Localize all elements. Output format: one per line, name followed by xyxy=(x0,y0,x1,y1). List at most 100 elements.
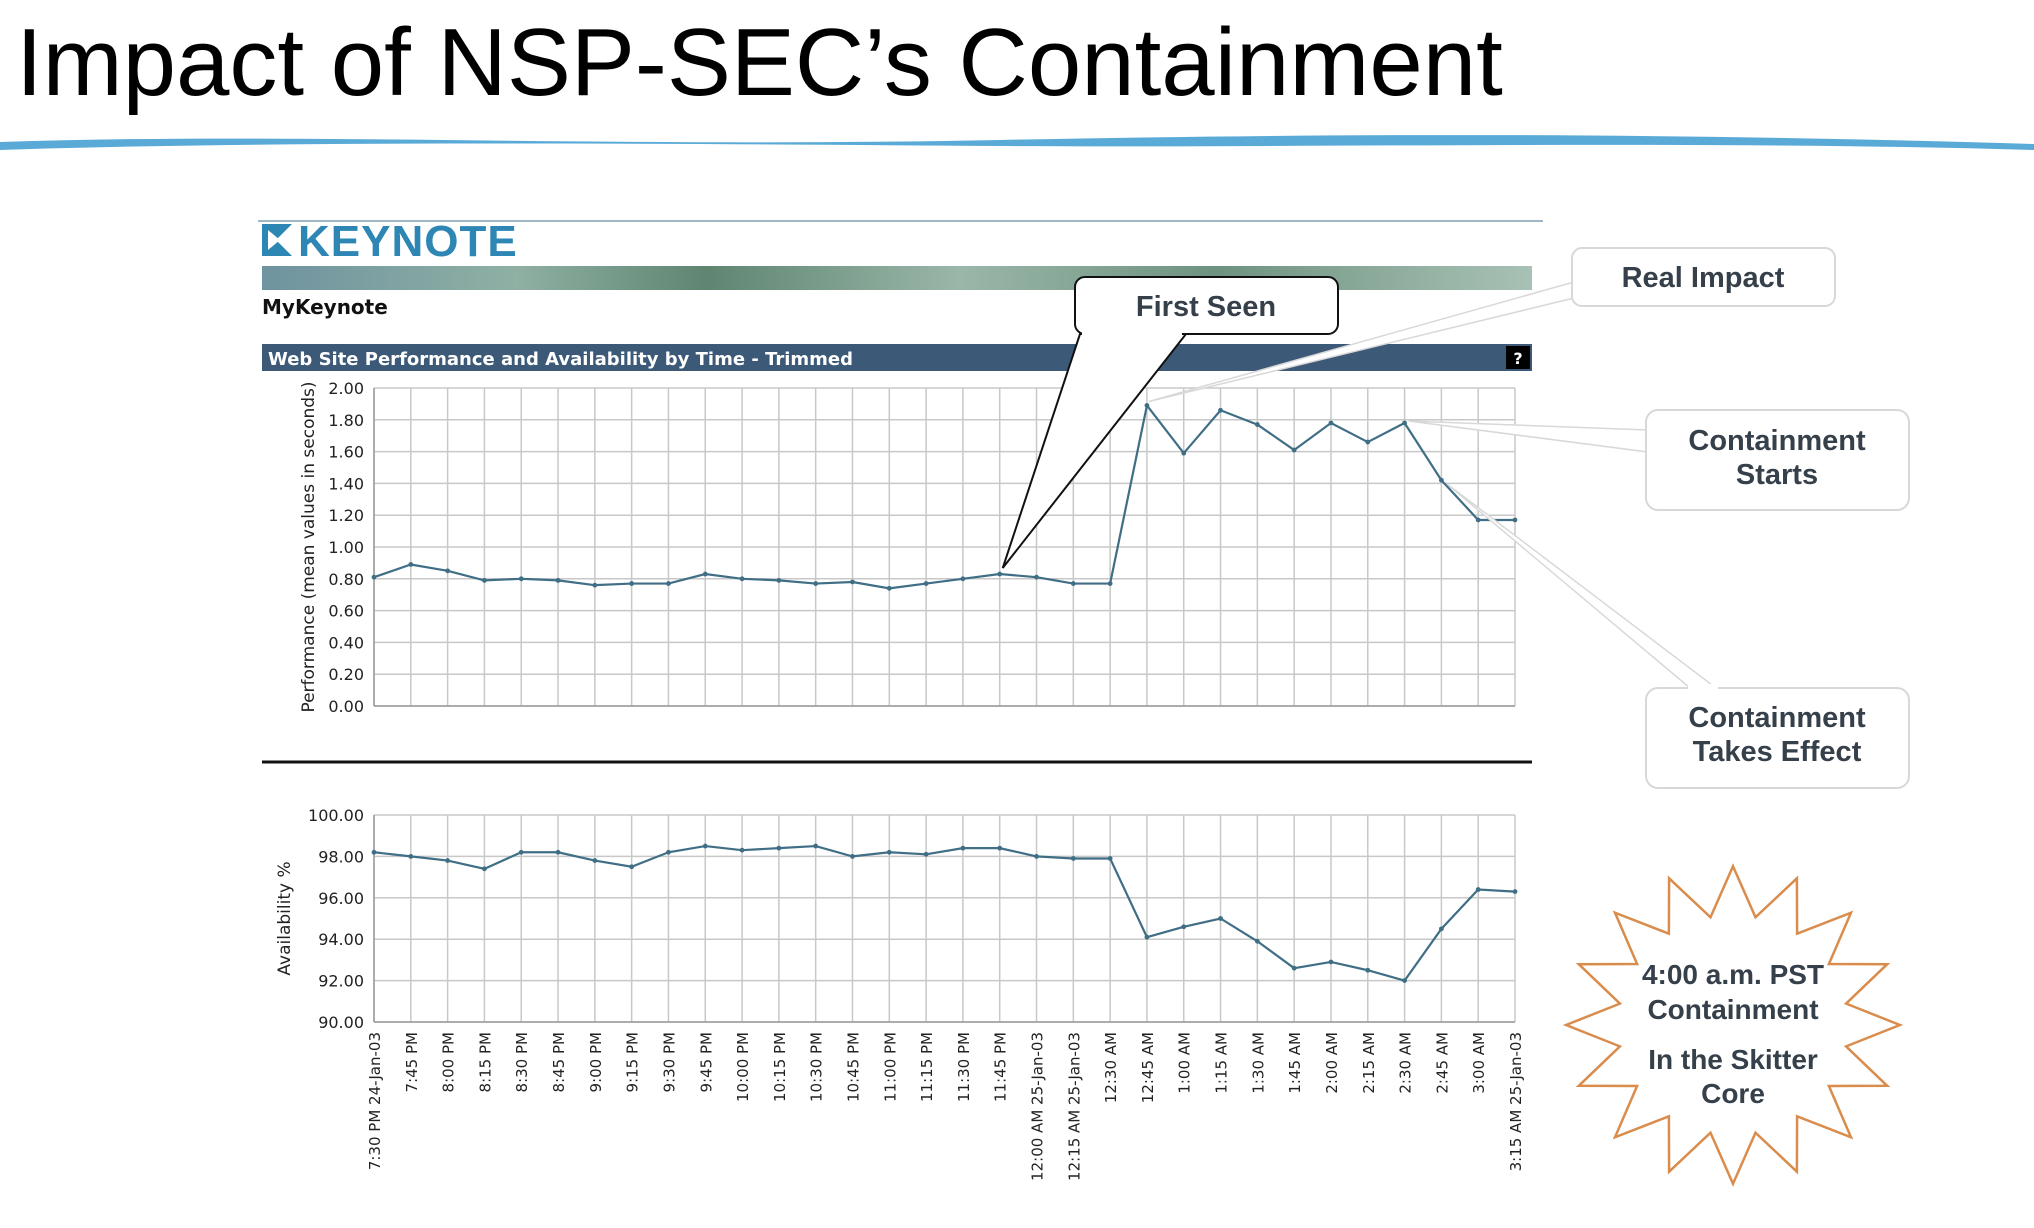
data-point xyxy=(923,581,929,586)
x-tick-label: 2:45 AM xyxy=(1433,1032,1451,1094)
first-seen-box xyxy=(1074,276,1339,335)
x-tick-label: 8:00 PM xyxy=(440,1032,458,1092)
data-point xyxy=(1254,422,1260,427)
y-tick-label: 94.00 xyxy=(318,930,364,949)
performance-chart: 2.00 1.80 1.60 1.40 1.20 1.00 0.80 0.60 0.40 0.20… xyxy=(299,379,1518,716)
title-underline-wave xyxy=(0,135,2034,150)
data-point xyxy=(1438,926,1444,932)
x-tick-label: 7:45 PM xyxy=(403,1032,421,1092)
real-impact-label: Real Impact xyxy=(1622,262,1785,294)
containment-effect-seam xyxy=(1688,684,1718,692)
data-point xyxy=(1070,581,1076,586)
data-point xyxy=(1144,403,1150,408)
data-point xyxy=(1512,517,1518,523)
keynote-logo-text: KEYNOTE xyxy=(298,217,518,266)
data-point xyxy=(1034,574,1039,580)
data-point xyxy=(960,576,966,582)
containment-effect-box xyxy=(1645,687,1910,789)
data-point xyxy=(923,851,929,857)
data-point xyxy=(371,574,377,580)
data-point xyxy=(592,858,598,863)
starburst-shape xyxy=(1562,863,1904,1187)
x-tick-label: 11:00 PM xyxy=(881,1032,899,1102)
containment-starts-label: Containment xyxy=(1688,425,1866,457)
availability-chart: 100.00 98.00 96.00 94.00 92.00 90.00 Availabil… xyxy=(275,806,1525,1181)
x-tick-label: 3:15 AM 25-Jan-03 xyxy=(1507,1032,1525,1171)
data-point xyxy=(1218,916,1223,921)
data-point xyxy=(1291,447,1297,453)
data-point xyxy=(1181,924,1187,930)
first-seen-seam xyxy=(1082,330,1182,338)
x-tick-label: 10:15 PM xyxy=(771,1032,789,1102)
starburst-label: In the Skitter xyxy=(1648,1044,1818,1075)
keynote-banner-image xyxy=(262,266,1532,290)
data-point xyxy=(776,577,782,583)
data-point xyxy=(1365,967,1371,973)
y-tick-label: 2.00 xyxy=(328,379,364,398)
data-point xyxy=(1512,889,1518,894)
data-point xyxy=(408,562,414,567)
y-tick-label: 1.20 xyxy=(328,506,364,525)
data-point xyxy=(666,581,671,586)
real-impact-box xyxy=(1571,247,1836,307)
x-tick-label: 8:15 PM xyxy=(476,1032,494,1092)
starburst-label: Containment xyxy=(1647,994,1818,1025)
x-tick-label: 8:45 PM xyxy=(550,1032,568,1092)
data-point xyxy=(445,568,451,574)
x-tick-label: 8:30 PM xyxy=(513,1032,531,1092)
data-point xyxy=(408,854,414,859)
x-tick-label: 12:15 AM 25-Jan-03 xyxy=(1065,1032,1083,1181)
data-point xyxy=(960,845,966,851)
help-button[interactable] xyxy=(1506,346,1530,369)
x-tick-label: 2:30 AM xyxy=(1397,1032,1415,1094)
x-tick-label: 1:30 AM xyxy=(1249,1032,1267,1094)
x-tick-label: 9:30 PM xyxy=(660,1032,678,1092)
y-tick-label: 1.80 xyxy=(328,411,364,430)
y-tick-label: 0.80 xyxy=(328,570,364,589)
data-point xyxy=(555,849,561,855)
data-point xyxy=(518,576,524,582)
data-point xyxy=(518,849,524,855)
data-point xyxy=(739,847,745,853)
data-point xyxy=(1181,450,1187,456)
starburst-label: Core xyxy=(1701,1078,1765,1109)
data-point xyxy=(482,577,487,583)
series-line xyxy=(373,402,1515,590)
x-tick-label: 1:45 AM xyxy=(1286,1032,1304,1094)
y-tick-label: 92.00 xyxy=(318,972,364,991)
data-point xyxy=(886,849,892,855)
containment-effect-label: Containment xyxy=(1688,702,1866,734)
mykeynote-link[interactable]: MyKeynote xyxy=(262,295,388,319)
x-tick-label: 7:30 PM 24-Jan-03 xyxy=(366,1032,384,1170)
data-point xyxy=(1070,856,1076,861)
data-point xyxy=(886,585,892,591)
data-point xyxy=(1218,407,1223,413)
x-tick-label: 9:45 PM xyxy=(697,1032,715,1092)
x-tick-label: 11:15 PM xyxy=(918,1032,936,1102)
data-point xyxy=(997,845,1003,851)
y-tick-label: 90.00 xyxy=(318,1013,364,1032)
report-title: Web Site Performance and Availability by… xyxy=(268,349,853,370)
data-point xyxy=(1034,854,1039,859)
x-tick-label: 11:45 PM xyxy=(992,1032,1010,1102)
starburst-label: 4:00 a.m. PST xyxy=(1642,959,1824,990)
data-point xyxy=(482,866,487,872)
data-point xyxy=(1107,856,1113,861)
y-tick-label: 100.00 xyxy=(308,806,364,825)
x-tick-label: 2:15 AM xyxy=(1360,1032,1378,1094)
x-tick-label: 10:00 PM xyxy=(734,1032,752,1102)
data-point xyxy=(813,581,819,586)
data-point xyxy=(850,854,855,859)
data-point xyxy=(1475,887,1481,892)
data-point xyxy=(739,576,745,582)
data-point xyxy=(629,581,635,586)
help-icon[interactable]: ? xyxy=(1513,349,1522,368)
y-tick-label: 1.00 xyxy=(328,538,364,557)
slide-title: Impact of NSP-SEC’s Containment xyxy=(16,9,1503,116)
y-axis-title: Performance (mean values in seconds) xyxy=(299,381,319,712)
data-point xyxy=(592,582,598,588)
x-tick-label: 10:30 PM xyxy=(808,1032,826,1102)
data-point xyxy=(629,864,635,870)
x-tick-label: 12:00 AM 25-Jan-03 xyxy=(1029,1032,1047,1181)
